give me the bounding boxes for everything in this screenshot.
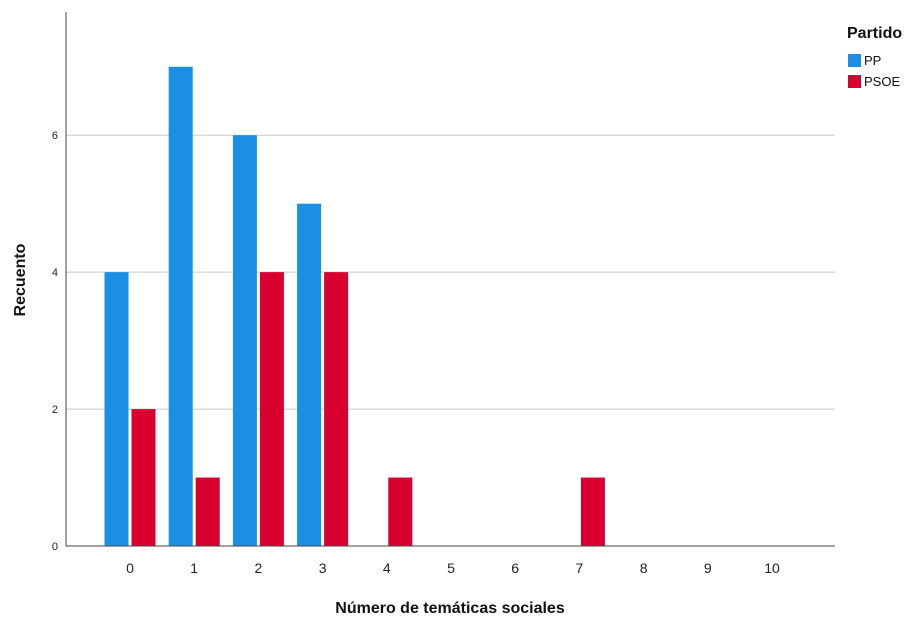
bar-pp-1 — [168, 66, 193, 547]
x-tick-label: 9 — [704, 560, 712, 576]
bar-psoe-7 — [580, 477, 605, 546]
y-tick-labels: 0 2 4 6 — [52, 130, 58, 553]
y-tick-label: 2 — [52, 404, 58, 416]
x-tick-label: 0 — [126, 560, 134, 576]
x-tick-label: 3 — [319, 560, 327, 576]
x-tick-label: 7 — [576, 560, 584, 576]
y-tick-label: 6 — [52, 130, 58, 142]
bar-psoe-1 — [195, 477, 220, 546]
x-tick-label: 8 — [640, 560, 648, 576]
bar-psoe-4 — [388, 477, 413, 546]
y-axis-title: Recuento — [12, 243, 29, 316]
y-tick-label: 4 — [52, 267, 58, 279]
bar-pp-2 — [232, 135, 257, 546]
x-tick-label: 1 — [190, 560, 198, 576]
bar-psoe-2 — [259, 272, 284, 546]
x-axis-title: Número de temáticas sociales — [335, 600, 565, 617]
bar-pp-3 — [297, 203, 322, 546]
gridlines — [66, 134, 835, 410]
legend-swatch-psoe — [848, 75, 861, 88]
legend: Partido PP PSOE — [847, 25, 902, 89]
bar-psoe-0 — [131, 409, 156, 546]
legend-label-pp: PP — [864, 53, 881, 68]
x-tick-label: 5 — [447, 560, 455, 576]
bar-psoe-3 — [324, 272, 349, 546]
legend-title: Partido — [847, 25, 902, 42]
x-tick-label: 10 — [764, 560, 780, 576]
bar-pp-0 — [104, 272, 129, 546]
x-tick-labels: 0 1 2 3 4 5 6 7 8 9 10 — [126, 560, 780, 576]
legend-label-psoe: PSOE — [864, 74, 900, 89]
x-tick-label: 6 — [511, 560, 519, 576]
y-tick-label: 0 — [52, 541, 58, 553]
x-tick-label: 4 — [383, 560, 391, 576]
bars — [104, 66, 605, 547]
axes — [65, 12, 835, 547]
x-tick-label: 2 — [255, 560, 263, 576]
legend-swatch-pp — [848, 54, 861, 67]
